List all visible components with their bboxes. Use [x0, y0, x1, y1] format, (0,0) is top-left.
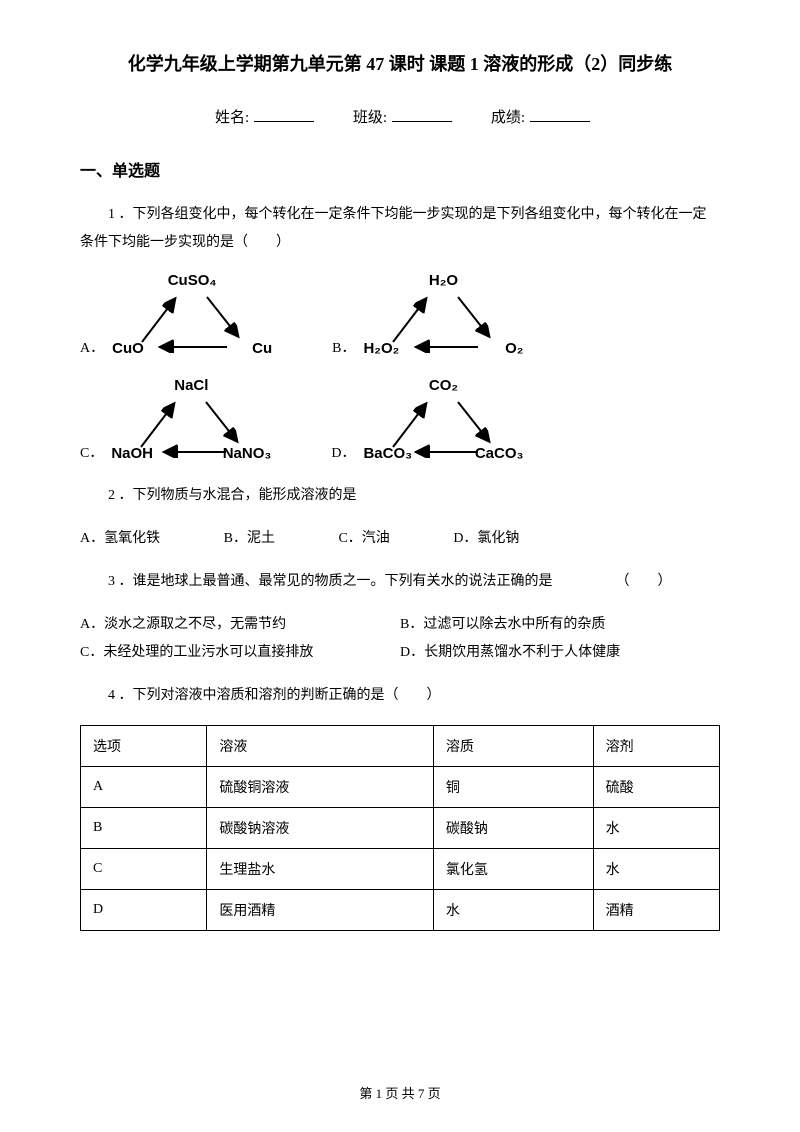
- section-header: 一、单选题: [80, 157, 720, 181]
- diagram-c: C． NaCl NaOH NaNO₃: [80, 377, 271, 462]
- th-solution: 溶液: [207, 726, 434, 767]
- cell: 铜: [433, 767, 593, 808]
- chem-a-right: Cu: [252, 340, 272, 357]
- question-3: 3 ．谁是地球上最普通、最常见的物质之一。下列有关水的说法正确的是 （ ）: [80, 568, 720, 596]
- cell: 碳酸钠溶液: [207, 808, 434, 849]
- cell: 酒精: [593, 890, 719, 931]
- chem-b-right: O₂: [505, 340, 523, 357]
- diagram-label-a: A．: [80, 337, 104, 357]
- name-blank: [254, 121, 314, 122]
- cell: 氯化氢: [433, 849, 593, 890]
- page-title: 化学九年级上学期第九单元第 47 课时 课题 1 溶液的形成（2）同步练: [80, 50, 720, 76]
- student-info: 姓名: 班级: 成绩:: [80, 106, 720, 127]
- cell: 生理盐水: [207, 849, 434, 890]
- q3-opt-d: D．长期饮用蒸馏水不利于人体健康: [400, 639, 720, 667]
- th-solvent: 溶剂: [593, 726, 719, 767]
- chem-d-top: CO₂: [429, 377, 458, 394]
- name-label: 姓名:: [215, 110, 249, 126]
- q2-opt-a: A．氢氧化铁: [80, 525, 160, 553]
- question-1: 1 ．下列各组变化中，每个转化在一定条件下均能一步实现的是下列各组变化中，每个转…: [80, 201, 720, 257]
- table-header-row: 选项 溶液 溶质 溶剂: [81, 726, 720, 767]
- chem-c-right: NaNO₃: [223, 445, 272, 462]
- diagram-label-c: C．: [80, 442, 103, 462]
- score-label: 成绩:: [491, 110, 525, 126]
- question-2-options: A．氢氧化铁 B．泥土 C．汽油 D．氯化钠: [80, 525, 720, 553]
- cell: 碳酸钠: [433, 808, 593, 849]
- page-footer: 第 1 页 共 7 页: [0, 1083, 800, 1102]
- table-row: C 生理盐水 氯化氢 水: [81, 849, 720, 890]
- table-row: B 碳酸钠溶液 碳酸钠 水: [81, 808, 720, 849]
- cell: C: [81, 849, 207, 890]
- diagram-label-b: B．: [332, 337, 355, 357]
- cell: 硫酸: [593, 767, 719, 808]
- q2-opt-c: C．汽油: [338, 525, 389, 553]
- chem-d-left: BaCO₃: [363, 445, 412, 462]
- question-2: 2 ．下列物质与水混合，能形成溶液的是: [80, 482, 720, 510]
- cell: 水: [433, 890, 593, 931]
- diagram-label-d: D．: [331, 442, 355, 462]
- th-solute: 溶质: [433, 726, 593, 767]
- chem-a-left: CuO: [112, 340, 144, 357]
- table-row: D 医用酒精 水 酒精: [81, 890, 720, 931]
- cell: 医用酒精: [207, 890, 434, 931]
- diagram-row-1: A． CuSO₄ CuO Cu B． H₂O H₂O₂ O₂: [80, 272, 720, 357]
- diagram-b: B． H₂O H₂O₂ O₂: [332, 272, 523, 357]
- chem-b-left: H₂O₂: [363, 340, 399, 357]
- chem-c-left: NaOH: [111, 445, 153, 462]
- q3-opt-b: B．过滤可以除去水中所有的杂质: [400, 611, 720, 639]
- chem-a-top: CuSO₄: [168, 272, 217, 289]
- diagram-d: D． CO₂ BaCO₃ CaCO₃: [331, 377, 523, 462]
- question-4: 4 ．下列对溶液中溶质和溶剂的判断正确的是（ ）: [80, 682, 720, 710]
- score-blank: [530, 121, 590, 122]
- diagram-a: A． CuSO₄ CuO Cu: [80, 272, 272, 357]
- cell: 水: [593, 808, 719, 849]
- cell: B: [81, 808, 207, 849]
- cell: A: [81, 767, 207, 808]
- diagram-row-2: C． NaCl NaOH NaNO₃ D． CO₂ BaCO₃ CaCO₃: [80, 377, 720, 462]
- q4-table: 选项 溶液 溶质 溶剂 A 硫酸铜溶液 铜 硫酸 B 碳酸钠溶液 碳酸钠 水 C…: [80, 725, 720, 931]
- chem-c-top: NaCl: [174, 377, 208, 394]
- q3-opt-a: A．淡水之源取之不尽，无需节约: [80, 611, 400, 639]
- th-option: 选项: [81, 726, 207, 767]
- class-blank: [392, 121, 452, 122]
- class-label: 班级:: [353, 110, 387, 126]
- table-row: A 硫酸铜溶液 铜 硫酸: [81, 767, 720, 808]
- cell: 硫酸铜溶液: [207, 767, 434, 808]
- chem-b-top: H₂O: [429, 272, 458, 289]
- q2-opt-b: B．泥土: [224, 525, 275, 553]
- q2-opt-d: D．氯化钠: [453, 525, 519, 553]
- cell: D: [81, 890, 207, 931]
- question-3-options: A．淡水之源取之不尽，无需节约 B．过滤可以除去水中所有的杂质 C．未经处理的工…: [80, 611, 720, 667]
- cell: 水: [593, 849, 719, 890]
- chem-d-right: CaCO₃: [475, 445, 524, 462]
- q3-opt-c: C．未经处理的工业污水可以直接排放: [80, 639, 400, 667]
